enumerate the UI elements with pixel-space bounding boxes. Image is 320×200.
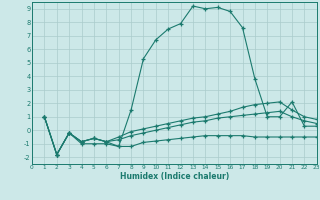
X-axis label: Humidex (Indice chaleur): Humidex (Indice chaleur) [120, 172, 229, 181]
